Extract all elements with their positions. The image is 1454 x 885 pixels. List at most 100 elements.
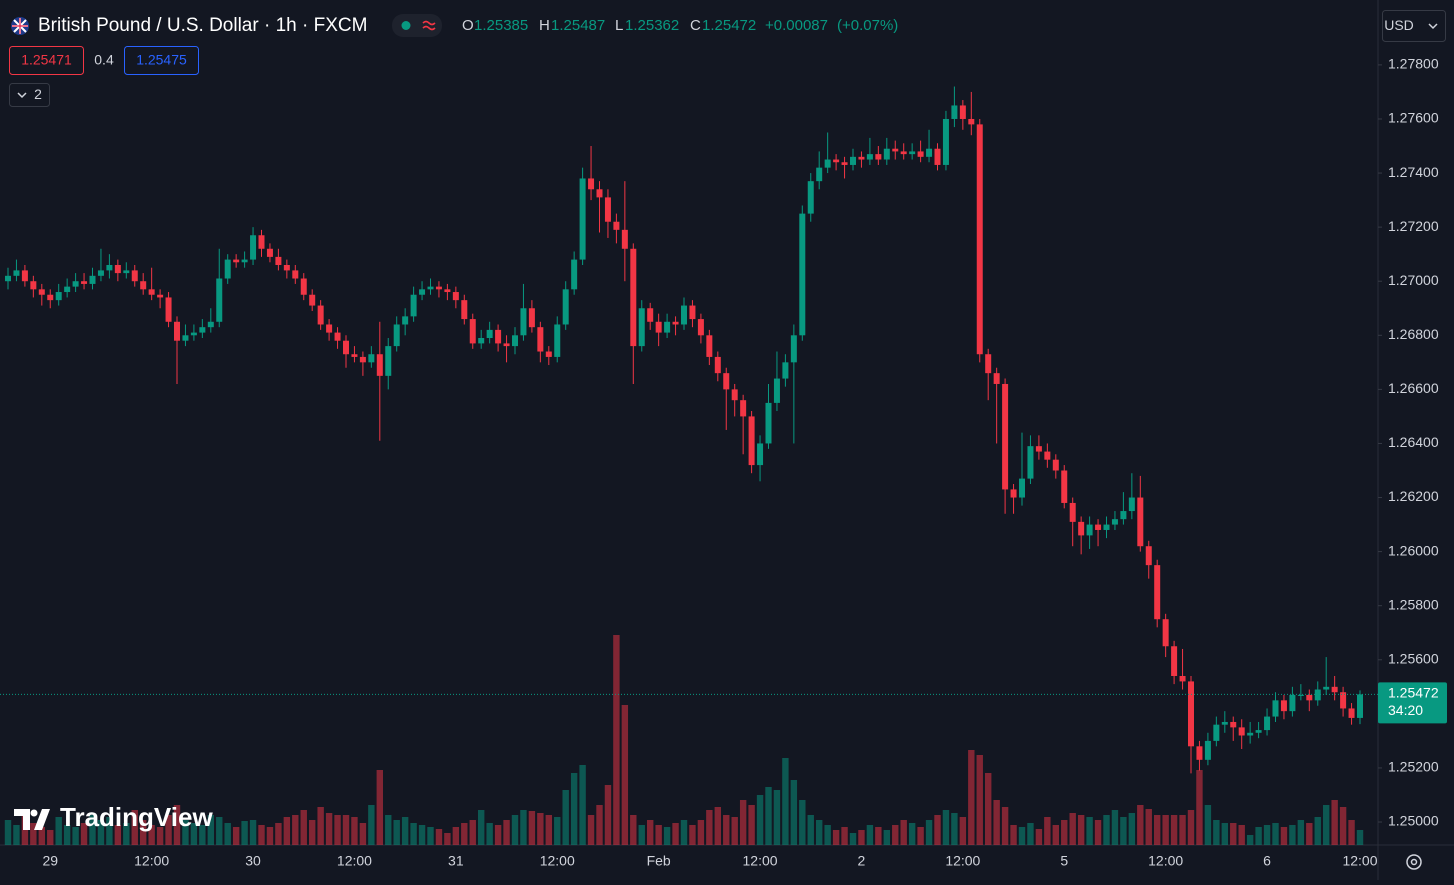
candle-body	[1154, 565, 1161, 620]
candle-body	[157, 294, 164, 298]
candle-body	[1297, 694, 1304, 696]
candle-body	[689, 305, 696, 320]
volume-bar	[47, 830, 54, 845]
candle-body	[326, 324, 333, 333]
candle-body	[1145, 546, 1152, 566]
candle-body	[697, 319, 704, 336]
candle-body	[959, 105, 966, 119]
volume-bar	[173, 805, 181, 845]
candle-body	[850, 156, 856, 165]
volume-bar	[258, 825, 265, 845]
candle-body	[824, 159, 831, 168]
buy-box[interactable]	[124, 46, 199, 75]
x-tick-label: 31	[448, 853, 464, 869]
candle-body	[782, 362, 789, 379]
candle-body	[1128, 497, 1135, 512]
candle-body	[292, 270, 299, 279]
ohlc-value: 1.25487	[551, 17, 605, 34]
candle-body	[165, 297, 172, 322]
volume-bar	[224, 823, 231, 845]
candle-body	[250, 235, 257, 260]
candle-body	[385, 346, 392, 376]
volume-bar	[1221, 823, 1228, 845]
volume-bar	[570, 773, 578, 845]
volume-bar	[131, 810, 138, 845]
candle-body	[993, 373, 1000, 384]
volume-bar	[925, 820, 933, 845]
volume-bar	[97, 820, 105, 845]
candle-body	[1238, 727, 1245, 736]
volume-bar	[647, 820, 654, 845]
volume-bar	[241, 821, 248, 845]
volume-bar	[80, 823, 88, 845]
y-tick-label: 1.27800	[1388, 56, 1439, 72]
candle-body	[621, 229, 628, 249]
volume-bar	[1263, 825, 1271, 845]
change: +0.00087	[765, 17, 828, 34]
volume-bar	[486, 823, 493, 845]
volume-bar	[537, 813, 544, 845]
volume-bar	[190, 823, 198, 845]
change-percent: (+0.07%)	[837, 17, 898, 34]
volume-bar	[1111, 810, 1119, 845]
candle-body	[486, 329, 493, 338]
candle-body	[926, 148, 933, 157]
indicators-toggle[interactable]	[9, 83, 50, 107]
x-tick-label: 29	[42, 853, 58, 869]
candle-body	[613, 221, 620, 230]
candle-body	[1019, 478, 1025, 498]
candle-body	[241, 259, 248, 263]
candle-body	[334, 332, 341, 341]
currency-button[interactable]	[1382, 10, 1446, 42]
volume-bar	[959, 817, 967, 845]
x-tick-label: 12:00	[1148, 853, 1183, 869]
volume-bar	[511, 815, 519, 845]
x-tick-label: 2	[858, 853, 866, 869]
volume-bar	[1339, 807, 1347, 845]
ohlc-value: 1.25472	[702, 17, 756, 34]
symbol-title[interactable]: British Pound / U.S. Dollar · 1h · FXCM	[38, 15, 367, 36]
volume-bar	[1027, 823, 1034, 845]
x-tick-label: 12:00	[743, 853, 778, 869]
candle-body	[655, 321, 662, 333]
settings-icon[interactable]	[1406, 854, 1422, 870]
candle-body	[520, 308, 527, 336]
logo-dot	[30, 809, 38, 817]
volume-bar	[182, 820, 189, 845]
x-tick-label: 12:00	[1342, 853, 1377, 869]
candle-body	[1230, 721, 1237, 728]
volume-bar	[993, 800, 1000, 845]
candle-body	[495, 329, 502, 344]
candle-body	[1213, 724, 1220, 741]
volume-bar	[773, 790, 781, 845]
candle-body	[1323, 686, 1330, 690]
sell-box[interactable]	[9, 46, 84, 75]
candle-body	[1137, 497, 1144, 547]
volume-bar	[1044, 817, 1051, 845]
volume-bar	[1238, 825, 1245, 845]
ohlc-letter: C	[690, 17, 701, 34]
volume-bar	[478, 810, 485, 845]
x-tick-label: 12:00	[945, 853, 980, 869]
volume-bar	[1187, 810, 1195, 845]
candle-body	[638, 308, 645, 347]
volume-bar	[334, 815, 341, 845]
y-tick-label: 1.27600	[1388, 110, 1439, 126]
status-pill[interactable]	[392, 14, 442, 37]
candle-body	[807, 181, 814, 214]
volume-bar	[520, 810, 527, 845]
candle-body	[55, 292, 62, 301]
volume-bar	[731, 817, 738, 845]
volume-bar	[38, 827, 45, 845]
volume-bar	[655, 825, 662, 845]
volume-bar	[1069, 813, 1076, 845]
volume-bar	[1314, 817, 1321, 845]
candle-body	[461, 300, 468, 320]
volume-bar	[1297, 820, 1305, 845]
candle-body	[368, 354, 375, 363]
volume-bar	[858, 830, 865, 845]
volume-bar	[892, 825, 899, 845]
volume-bar	[1162, 815, 1169, 845]
candle-body	[731, 389, 738, 401]
candle-body	[216, 278, 223, 322]
